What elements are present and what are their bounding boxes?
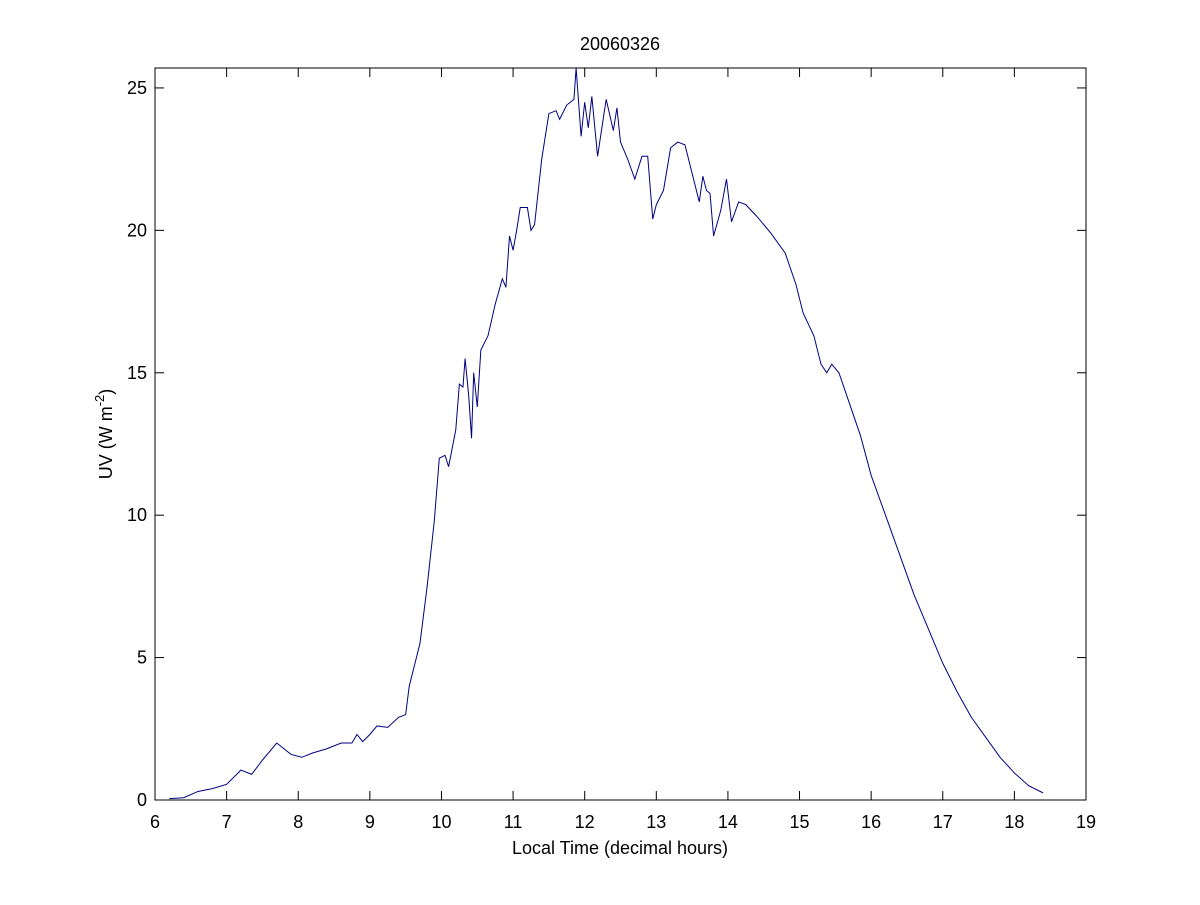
x-tick-label: 13 — [646, 812, 666, 832]
x-tick-label: 12 — [575, 812, 595, 832]
y-tick-label: 25 — [127, 78, 147, 98]
y-tick-label: 20 — [127, 220, 147, 240]
x-tick-label: 16 — [861, 812, 881, 832]
x-axis-label: Local Time (decimal hours) — [512, 838, 728, 858]
y-label-sup: -2 — [92, 395, 107, 407]
x-tick-label: 9 — [365, 812, 375, 832]
x-tick-label: 6 — [150, 812, 160, 832]
x-tick-label: 19 — [1076, 812, 1096, 832]
x-tick-label: 11 — [504, 812, 523, 832]
y-axis-label: UV (W m-2) — [92, 389, 116, 480]
x-tick-label: 7 — [222, 812, 232, 832]
chart-title: 20060326 — [580, 34, 660, 54]
x-tick-label: 17 — [933, 812, 953, 832]
x-tick-label: 10 — [431, 812, 451, 832]
y-label-part: ) — [96, 389, 116, 395]
y-tick-label: 15 — [127, 363, 147, 383]
y-tick-label: 0 — [137, 790, 147, 810]
y-label-part: UV (W m — [96, 406, 116, 479]
x-tick-label: 8 — [293, 812, 303, 832]
y-tick-label: 10 — [127, 505, 147, 525]
x-tick-label: 18 — [1004, 812, 1024, 832]
y-tick-label: 5 — [137, 648, 147, 668]
x-tick-label: 14 — [718, 812, 738, 832]
plot-frame — [154, 67, 1087, 801]
x-tick-label: 15 — [790, 812, 810, 832]
data-line — [169, 67, 1044, 800]
